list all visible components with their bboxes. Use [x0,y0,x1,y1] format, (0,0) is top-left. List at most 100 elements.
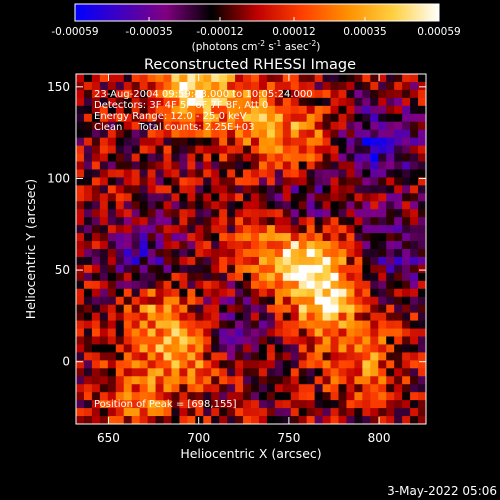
heatmap-cell [203,81,212,91]
heatmap-cell [330,121,339,131]
heatmap-cell [227,129,236,139]
heatmap-cell [203,360,212,369]
plot-frame [75,73,427,425]
heatmap-cell [179,352,188,361]
heatmap-cell [76,209,85,218]
heatmap-cell [99,296,109,306]
heatmap-cell [243,249,252,258]
heatmap-cell [171,89,180,99]
heatmap-cell [378,344,387,353]
heatmap-cell [91,129,101,139]
heatmap-cell [83,241,93,250]
heatmap-cell [290,169,300,178]
heatmap-cell [314,161,323,170]
heatmap-cell [410,304,419,314]
heatmap-cell [107,241,117,250]
heatmap-cell [211,225,220,234]
heatmap-cell [338,233,347,242]
heatmap-cell [314,328,323,337]
heatmap-cell [91,249,101,258]
heatmap-cell [410,225,419,234]
heatmap-cell [203,256,212,266]
heatmap-cell [99,97,109,107]
heatmap-cell [410,344,419,353]
heatmap-cell [123,360,133,369]
heatmap-cell [91,97,101,107]
heatmap-cell [123,201,133,210]
heatmap-cell [394,312,403,321]
heatmap-cell [195,288,204,298]
heatmap-cell [418,376,427,385]
heatmap-cell [338,177,347,186]
heatmap-cell [418,209,427,218]
heatmap-cell [211,113,220,123]
heatmap-cell [171,256,180,266]
heatmap-cell [282,304,292,314]
heatmap-cell [330,384,339,393]
heatmap-cell [203,352,212,361]
heatmap-cell [338,97,347,107]
heatmap-cell [243,272,252,282]
heatmap-cell [123,384,133,393]
heatmap-cell [274,225,284,234]
heatmap-cell [76,400,85,409]
heatmap-cell [330,400,339,409]
heatmap-cell [76,169,85,178]
heatmap-cell [314,129,323,139]
heatmap-cell [282,400,292,409]
heatmap-cell [378,169,387,178]
heatmap-cell [282,89,292,99]
heatmap-cell [83,217,93,226]
heatmap-cell [179,392,188,401]
heatmap-cell [91,392,101,401]
heatmap-cell [346,272,355,282]
heatmap-cell [354,241,363,250]
heatmap-cell [155,416,164,425]
heatmap-cell [235,81,244,91]
heatmap-cell [362,185,371,194]
heatmap-cell [410,352,419,361]
heatmap-cell [298,408,308,417]
heatmap-cell [338,296,347,306]
heatmap-cell [370,320,379,329]
heatmap-cell [155,177,164,186]
heatmap-cell [378,416,387,425]
heatmap-cell [402,169,411,178]
heatmap-cell [91,344,101,353]
heatmap-cell [243,169,252,178]
heatmap-cell [298,384,308,393]
heatmap-cell [147,121,156,131]
heatmap-cell [346,256,355,266]
heatmap-cell [362,384,371,393]
heatmap-cell [195,161,204,170]
heatmap-cell [298,296,308,306]
heatmap-cell [99,105,109,115]
heatmap-cell [258,368,268,377]
heatmap-cell [418,328,427,337]
heatmap-cell [290,336,300,345]
heatmap-cell [99,376,109,385]
heatmap-cell [139,74,148,83]
heatmap-cell [258,392,268,401]
heatmap-cell [163,384,172,393]
heatmap-cell [378,272,387,282]
heatmap-cell [290,81,300,91]
heatmap-cell [243,320,252,329]
heatmap-cell [187,249,196,258]
heatmap-cell [195,400,204,409]
heatmap-cell [171,97,180,107]
heatmap-cell [155,81,164,91]
heatmap-cell [410,129,419,139]
heatmap-cell [362,145,371,154]
heatmap-cell [163,225,172,234]
heatmap-cell [354,344,363,353]
heatmap-cell [227,384,236,393]
heatmap-cell [211,408,220,417]
heatmap-cell [99,74,109,83]
heatmap-cell [274,105,284,115]
heatmap-cell [131,177,141,186]
heatmap-cell [410,272,419,282]
heatmap-cell [266,145,276,154]
heatmap-cell [354,74,363,83]
heatmap-cell [99,336,109,345]
